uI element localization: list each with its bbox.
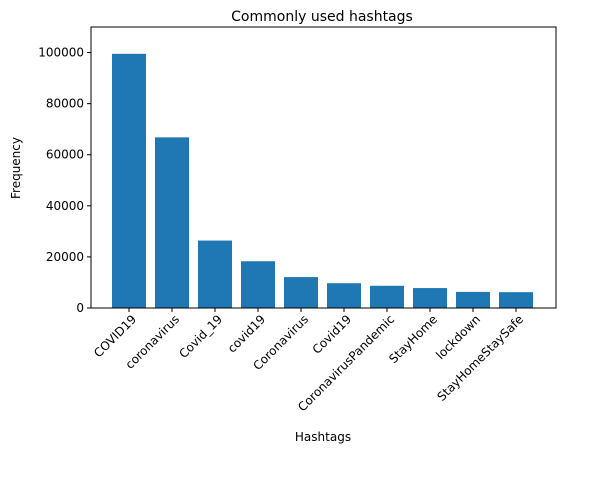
y-tick-label: 0 <box>76 301 84 315</box>
bar-coronavirus <box>155 137 189 308</box>
bar-covid19 <box>327 283 361 308</box>
bar-stayhomestaysafe <box>499 292 533 308</box>
x-axis-title: Hashtags <box>295 430 351 444</box>
bar-coronavirus <box>284 277 318 308</box>
y-axis-title: Frequency <box>9 137 23 199</box>
bar-covid19 <box>241 261 275 308</box>
x-tick-label: Covid_19 <box>176 312 225 361</box>
x-tick-label: Covid19 <box>310 312 355 357</box>
y-tick-label: 40000 <box>46 199 84 213</box>
bar-lockdown <box>456 291 490 308</box>
x-tick-label: covid19 <box>225 312 268 355</box>
bar-stayhome <box>413 288 447 308</box>
x-tick-label: StayHomeStaySafe <box>434 312 526 404</box>
bar-covid19 <box>112 53 146 309</box>
plot-frame <box>90 26 557 309</box>
y-tick-label: 20000 <box>46 250 84 264</box>
bar-covid-19 <box>198 240 232 308</box>
y-tick-label: 80000 <box>46 97 84 111</box>
y-tick-label: 100000 <box>38 46 84 60</box>
bar-coronaviruspandemic <box>370 285 404 308</box>
y-tick-label: 60000 <box>46 148 84 162</box>
chart-title: Commonly used hashtags <box>231 9 413 25</box>
